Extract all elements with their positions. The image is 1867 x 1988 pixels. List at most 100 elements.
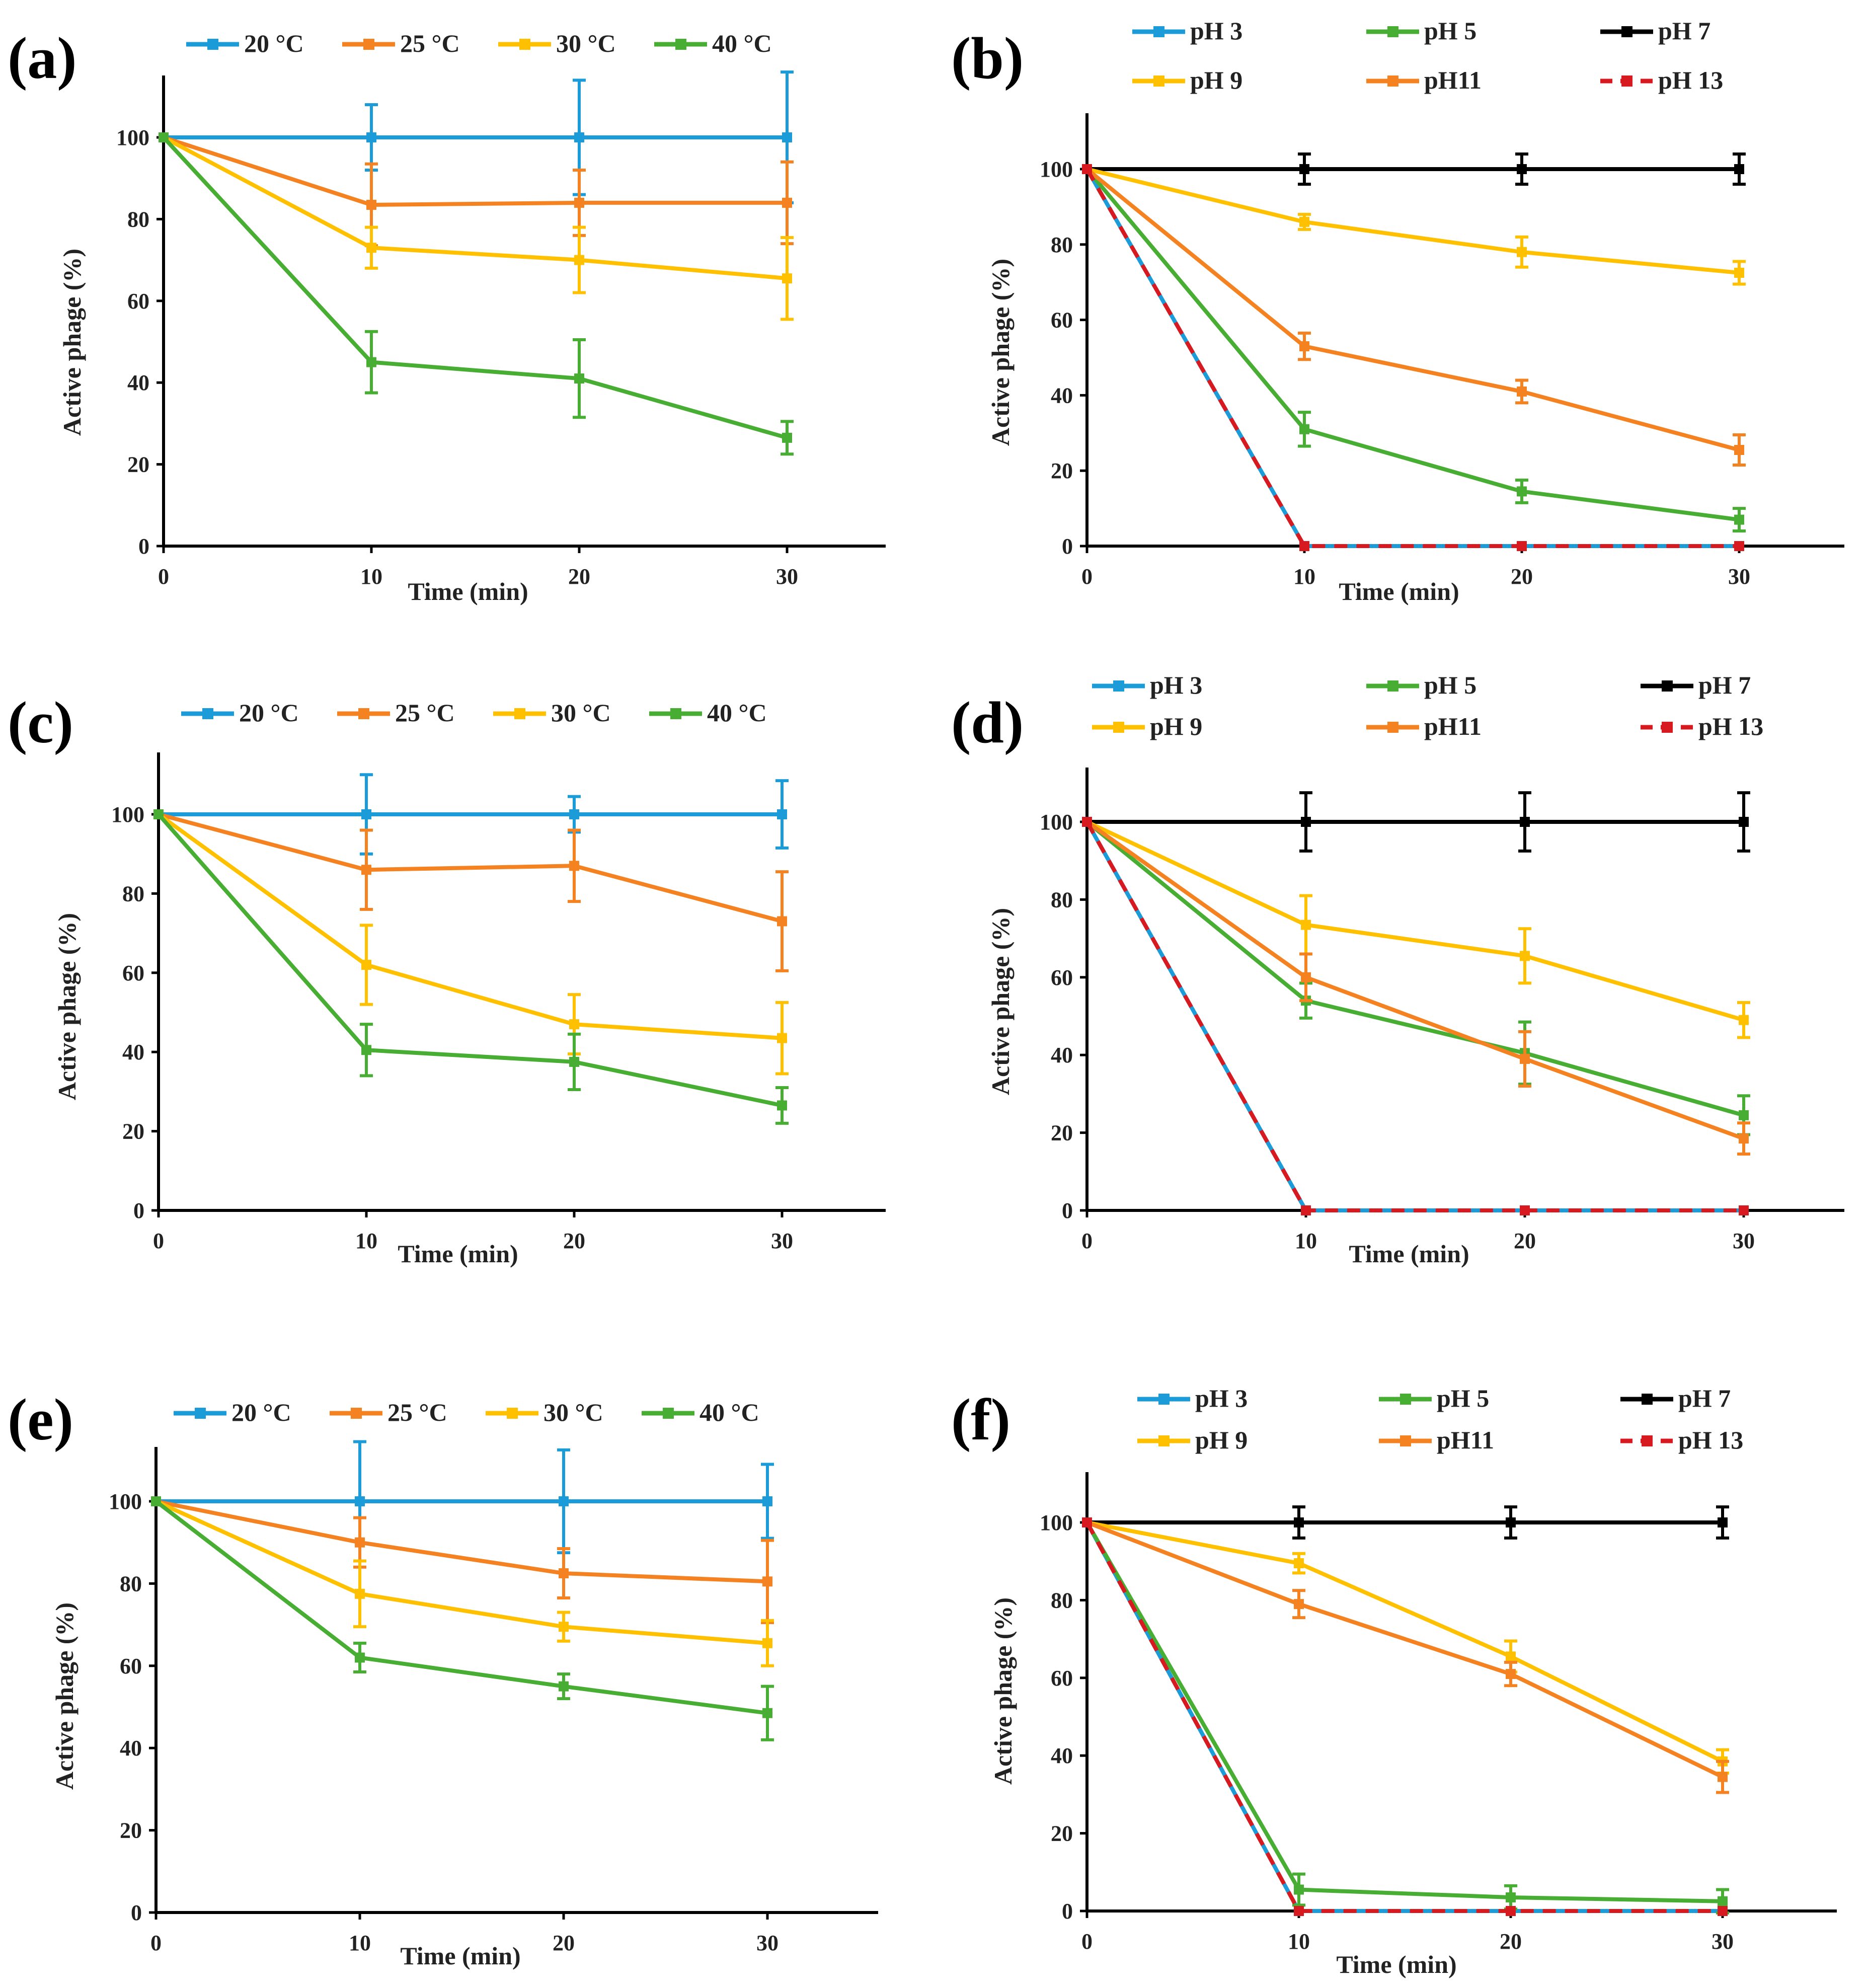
plot-area: 0 20 40 60 80 100 0 10 20 30 (1040, 768, 1844, 1253)
data-point (777, 1033, 787, 1043)
data-point (782, 197, 792, 208)
data-point (574, 132, 584, 142)
data-point (1299, 541, 1309, 551)
x-tick-label: 30 (1733, 1229, 1755, 1253)
legend-marker (1387, 75, 1398, 87)
legend-item: 40 °C (642, 1398, 759, 1426)
panel-label: (e) (8, 1387, 73, 1452)
x-axis-title: Time (min) (1339, 577, 1459, 605)
data-point (762, 1576, 772, 1587)
y-axis-title: Active phage (%) (986, 259, 1015, 446)
y-axis-title: Active phage (%) (53, 913, 81, 1100)
legend-marker (1642, 1435, 1653, 1446)
y-tick-label: 60 (1051, 1666, 1073, 1691)
legend-label: 20 °C (244, 29, 304, 57)
legend-marker (1387, 680, 1398, 692)
legend-label: pH 5 (1437, 1384, 1489, 1412)
data-point (1517, 164, 1527, 174)
data-point (569, 861, 579, 871)
y-tick-label: 20 (122, 1119, 144, 1144)
data-point (355, 1496, 365, 1506)
legend: pH 3 pH 5 pH 7 pH 9 pH11 pH 13 (1132, 17, 1723, 94)
legend-label: pH11 (1437, 1426, 1494, 1454)
legend-label: 20 °C (239, 699, 299, 727)
legend-label: pH 3 (1150, 671, 1202, 699)
data-point (1506, 1892, 1516, 1902)
legend-marker (663, 1408, 674, 1419)
legend-marker (1621, 75, 1632, 87)
y-tick-label: 60 (127, 289, 149, 314)
data-point (1734, 164, 1744, 174)
data-point (355, 1652, 365, 1663)
y-tick-label: 40 (1051, 383, 1073, 408)
legend-item: 20 °C (181, 699, 299, 727)
data-point (559, 1496, 569, 1506)
data-point (1739, 1205, 1749, 1215)
data-point (1734, 514, 1744, 525)
data-point (1506, 1651, 1516, 1662)
series-line (1085, 167, 1740, 452)
y-tick-label: 60 (120, 1654, 142, 1678)
y-tick-label: 80 (1051, 233, 1073, 257)
series-line (154, 1499, 768, 1715)
legend-label: 20 °C (231, 1398, 291, 1426)
series-line (1085, 1521, 1723, 1903)
y-axis-title: Active phage (%) (58, 249, 86, 436)
legend-marker (358, 708, 369, 719)
data-point (1294, 1599, 1304, 1610)
data-point (777, 809, 787, 819)
y-tick-label: 0 (1062, 534, 1073, 559)
legend-marker (1662, 722, 1673, 733)
data-point (1718, 1772, 1728, 1782)
y-tick-label: 60 (1051, 308, 1073, 333)
legend-marker (519, 39, 530, 50)
y-axis-title: Active phage (%) (989, 1597, 1017, 1785)
legend-marker (514, 708, 525, 719)
x-tick-label: 30 (776, 564, 798, 589)
y-tick-label: 80 (127, 207, 149, 232)
y-tick-label: 0 (133, 1198, 144, 1223)
legend-marker (1153, 75, 1164, 87)
x-axis-title: Time (min) (408, 577, 528, 605)
legend-item: pH 13 (1641, 712, 1763, 740)
y-tick-label: 40 (1051, 1043, 1073, 1067)
legend-item: pH11 (1366, 66, 1482, 94)
data-point (574, 197, 584, 208)
legend-item: 40 °C (654, 29, 772, 57)
data-point (762, 1708, 772, 1718)
legend-item: pH 5 (1366, 671, 1476, 699)
x-tick-label: 20 (568, 564, 590, 589)
x-tick-label: 10 (1293, 564, 1315, 589)
x-tick-label: 20 (1500, 1929, 1522, 1954)
legend-marker (675, 39, 686, 50)
y-tick-label: 100 (109, 1489, 142, 1514)
x-axis-title: Time (min) (400, 1942, 520, 1970)
data-point (366, 243, 376, 253)
legend-marker (195, 1408, 206, 1419)
legend-item: pH 5 (1379, 1384, 1489, 1412)
x-tick-label: 10 (355, 1229, 377, 1253)
legend-label: pH11 (1424, 712, 1482, 740)
data-point (366, 199, 376, 210)
legend-item: 25 °C (337, 699, 455, 727)
series-ph-7 (1082, 152, 1746, 186)
data-point (559, 1568, 569, 1578)
legend-label: 40 °C (712, 29, 772, 57)
data-point (366, 357, 376, 367)
plot-area: 0 20 40 60 80 100 0 10 20 30 (109, 1440, 878, 1955)
legend-marker (1400, 1435, 1411, 1446)
series-line (1085, 820, 1745, 1140)
legend-item: pH11 (1366, 712, 1482, 740)
x-tick-label: 30 (1728, 564, 1750, 589)
x-tick-label: 20 (1511, 564, 1533, 589)
data-point (153, 809, 164, 819)
data-point (782, 273, 792, 284)
legend-label: 25 °C (395, 699, 455, 727)
series-line (1086, 167, 1740, 275)
legend-label: pH 3 (1190, 17, 1242, 45)
data-point (1294, 1558, 1304, 1569)
data-point (569, 1056, 579, 1067)
series-line (162, 136, 788, 440)
legend-item: pH 7 (1600, 17, 1710, 45)
legend-item: 25 °C (342, 29, 460, 57)
